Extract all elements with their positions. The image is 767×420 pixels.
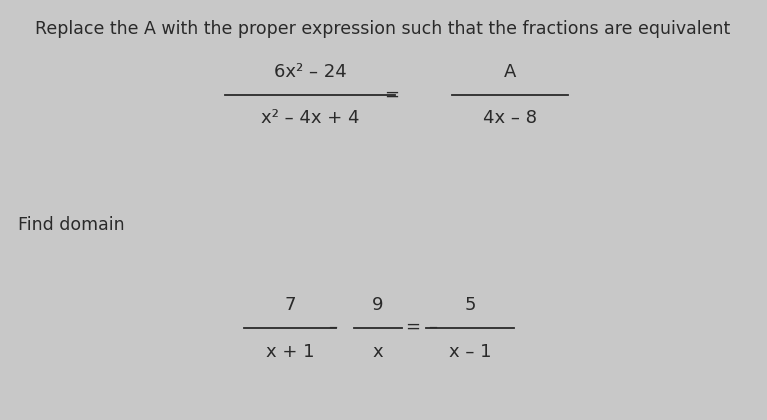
Text: –: – bbox=[429, 318, 437, 336]
Text: –: – bbox=[328, 318, 337, 336]
Text: Find domain: Find domain bbox=[18, 216, 124, 234]
Text: =: = bbox=[406, 318, 420, 336]
Text: A: A bbox=[504, 63, 516, 81]
Text: 4x – 8: 4x – 8 bbox=[483, 109, 537, 127]
Text: 7: 7 bbox=[285, 296, 296, 314]
Text: x: x bbox=[373, 343, 384, 361]
Text: x² – 4x + 4: x² – 4x + 4 bbox=[261, 109, 359, 127]
Text: Replace the A with the proper expression such that the fractions are equivalent: Replace the A with the proper expression… bbox=[35, 20, 731, 38]
Text: 5: 5 bbox=[464, 296, 476, 314]
Text: 6x² – 24: 6x² – 24 bbox=[274, 63, 347, 81]
Text: =: = bbox=[384, 86, 400, 104]
Text: x – 1: x – 1 bbox=[449, 343, 491, 361]
Text: 9: 9 bbox=[372, 296, 384, 314]
Text: x + 1: x + 1 bbox=[265, 343, 314, 361]
